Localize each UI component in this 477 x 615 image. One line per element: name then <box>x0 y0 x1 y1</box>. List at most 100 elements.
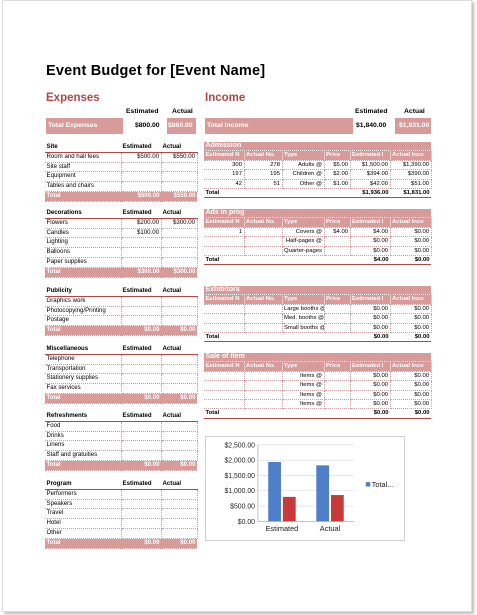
cell-actual[interactable] <box>161 171 198 183</box>
cell[interactable] <box>244 380 283 391</box>
cell[interactable]: $0.00 <box>350 236 391 247</box>
cell[interactable]: Half-pages @ <box>282 236 325 247</box>
cell-item[interactable]: Transportation <box>45 364 122 375</box>
cell-item[interactable]: Travel <box>45 508 122 520</box>
cell[interactable] <box>324 236 351 247</box>
cell[interactable]: $0.00 <box>350 399 391 410</box>
cell[interactable]: Large booths @ <box>282 304 325 315</box>
cell[interactable] <box>324 390 351 401</box>
cell[interactable]: Children @ <box>282 169 325 180</box>
cell-actual[interactable] <box>161 528 198 539</box>
cell[interactable]: $42.00 <box>350 179 391 190</box>
cell-estimated[interactable]: $200.00 <box>121 218 162 229</box>
cell-item[interactable]: Postage <box>45 315 122 327</box>
cell[interactable]: Adults @ <box>282 160 325 171</box>
cell[interactable] <box>204 313 245 324</box>
cell-actual[interactable] <box>161 364 198 375</box>
cell[interactable]: $0.00 <box>350 371 391 382</box>
cell[interactable]: Other @ <box>282 179 325 190</box>
cell-item[interactable]: Performers <box>45 489 122 500</box>
cell[interactable]: Covers @ <box>282 227 325 238</box>
cell[interactable]: $390.00 <box>390 169 432 180</box>
cell-estimated[interactable] <box>121 181 162 192</box>
cell-estimated[interactable] <box>121 528 162 539</box>
cell-actual[interactable] <box>161 373 198 385</box>
cell[interactable]: $0.00 <box>390 323 432 334</box>
cell-item[interactable]: Paper supplies <box>45 257 122 268</box>
cell-estimated[interactable] <box>121 450 162 461</box>
cell[interactable] <box>204 399 245 410</box>
cell-item[interactable]: Graphics work <box>45 296 122 307</box>
cell-item[interactable]: Drinks <box>45 431 122 442</box>
cell[interactable] <box>204 246 245 257</box>
cell[interactable]: Items @ <box>282 380 325 391</box>
cell-estimated[interactable] <box>121 508 162 520</box>
cell-item[interactable]: Stationery supplies <box>45 373 122 385</box>
cell-estimated[interactable] <box>121 489 162 500</box>
cell[interactable]: $0.00 <box>390 313 432 324</box>
cell[interactable]: $0.00 <box>350 380 391 391</box>
cell[interactable]: Items @ <box>282 371 325 382</box>
cell[interactable] <box>204 304 245 315</box>
cell-item[interactable]: Balloons <box>45 247 122 258</box>
cell-item[interactable]: Lighting <box>45 237 122 249</box>
cell[interactable] <box>244 304 283 315</box>
cell[interactable]: $2.00 <box>324 169 351 180</box>
cell[interactable]: 195 <box>244 169 283 180</box>
cell[interactable]: $0.00 <box>350 390 391 401</box>
cell[interactable]: $5.00 <box>324 160 351 171</box>
cell-estimated[interactable] <box>121 383 162 394</box>
cell-actual[interactable] <box>161 296 198 307</box>
cell[interactable]: $0.00 <box>350 323 391 334</box>
cell-actual[interactable] <box>161 257 198 268</box>
cell-item[interactable]: Fax services <box>45 383 122 394</box>
cell-actual[interactable] <box>161 247 198 258</box>
cell[interactable]: 278 <box>244 160 283 171</box>
cell[interactable]: $4.00 <box>324 227 351 238</box>
cell-item[interactable]: Food <box>45 421 122 432</box>
cell-estimated[interactable] <box>121 237 162 249</box>
cell-estimated[interactable] <box>121 440 162 452</box>
cell[interactable]: $0.00 <box>390 380 432 391</box>
cell[interactable] <box>244 227 283 238</box>
cell-estimated[interactable] <box>121 431 162 442</box>
cell-item[interactable]: Equipment <box>45 171 122 183</box>
cell[interactable]: $0.00 <box>390 236 432 247</box>
cell-estimated[interactable] <box>121 162 162 173</box>
cell-estimated[interactable] <box>121 247 162 258</box>
cell-actual[interactable] <box>161 489 198 500</box>
cell[interactable]: $0.00 <box>390 371 432 382</box>
cell-item[interactable]: Telephone <box>45 354 122 365</box>
cell-actual[interactable] <box>161 306 198 317</box>
cell-actual[interactable] <box>161 431 198 442</box>
cell[interactable] <box>324 323 351 334</box>
cell-item[interactable]: Room and hall fees <box>45 152 122 163</box>
cell[interactable]: $1,390.00 <box>390 160 432 171</box>
cell-actual[interactable] <box>161 228 198 239</box>
cell-estimated[interactable] <box>121 315 162 327</box>
cell[interactable]: $0.00 <box>390 227 432 238</box>
cell-item[interactable]: Site staff <box>45 162 122 173</box>
cell[interactable]: $0.00 <box>350 304 391 315</box>
cell-estimated[interactable] <box>121 257 162 268</box>
cell[interactable] <box>204 390 245 401</box>
cell[interactable] <box>324 399 351 410</box>
cell-actual[interactable] <box>161 518 198 529</box>
cell[interactable] <box>204 371 245 382</box>
cell-estimated[interactable] <box>121 373 162 385</box>
cell[interactable]: $394.00 <box>350 169 391 180</box>
cell-item[interactable]: Hotel <box>45 518 122 529</box>
cell[interactable]: Small booths @ <box>282 323 325 334</box>
cell-item[interactable]: Candles <box>45 228 122 239</box>
cell-actual[interactable] <box>161 354 198 365</box>
cell[interactable] <box>244 323 283 334</box>
cell-item[interactable]: Other <box>45 528 122 539</box>
cell[interactable] <box>244 246 283 257</box>
cell-actual[interactable] <box>161 450 198 461</box>
cell-estimated[interactable] <box>121 354 162 365</box>
cell[interactable]: Quarter-pages @ <box>282 246 325 257</box>
cell-estimated[interactable] <box>121 171 162 183</box>
cell[interactable] <box>244 371 283 382</box>
cell[interactable]: $0.00 <box>350 246 391 257</box>
cell[interactable] <box>204 236 245 247</box>
